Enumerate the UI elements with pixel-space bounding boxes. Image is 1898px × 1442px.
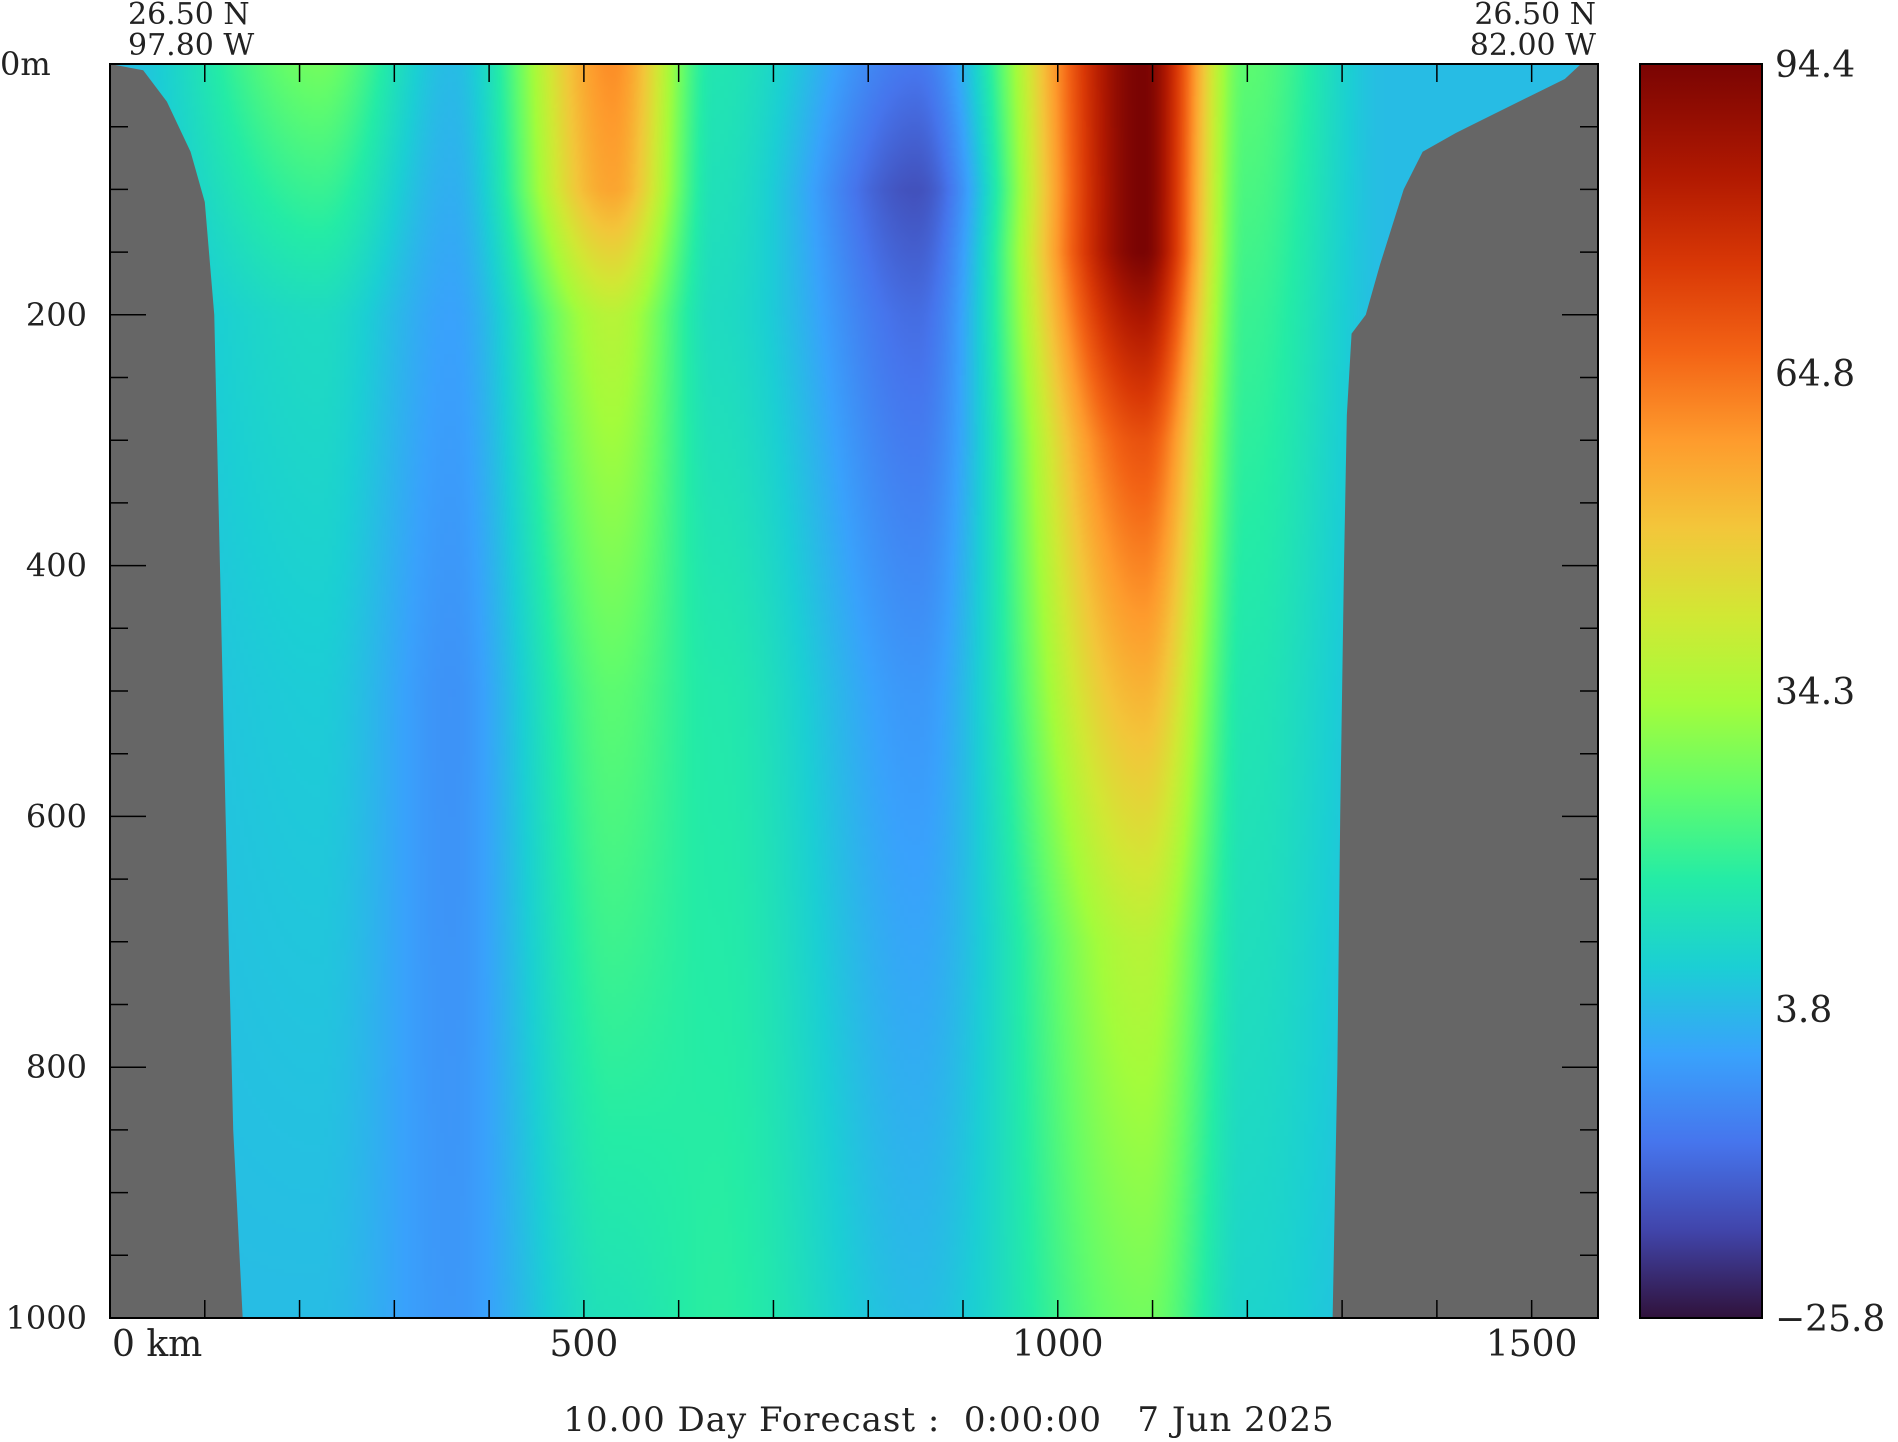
x-axis-ticks [109,64,1533,1318]
colorbar-tick-label: 64.8 [1775,354,1855,395]
right-lon-label: 82.00 W [1470,28,1596,63]
x-tick-label: 1500 [1486,1324,1578,1365]
land-mask [110,64,1598,1318]
colorbar-gradient [1639,63,1763,1319]
y-tick-label: 200 [26,296,87,334]
y-tick-label: 600 [26,797,87,835]
land-right [1332,64,1598,1318]
colorbar: 94.4 64.8 34.3 3.8 −25.8 [1639,45,1885,1340]
x-tick-label: 500 [550,1324,619,1365]
colorbar-tick-label: 34.3 [1775,672,1855,713]
y-axis-labels: 0m 200 400 600 800 1000 [0,45,87,1337]
y-tick-label: 800 [26,1048,87,1086]
land-left [110,64,243,1318]
x-tick-label: 0 km [112,1324,202,1365]
x-axis-labels: 0 km 500 1000 1500 [112,1324,1577,1365]
forecast-caption: 10.00 Day Forecast : 0:00:00 7 Jun 2025 [563,1400,1335,1440]
colorbar-tick-label: 3.8 [1775,990,1832,1031]
left-lat-label: 26.50 N [128,0,250,32]
left-lon-label: 97.80 W [128,28,254,63]
colorbar-tick-label: 94.4 [1775,45,1855,86]
colorbar-labels: 94.4 64.8 34.3 3.8 −25.8 [1775,45,1885,1340]
y-tick-label: 400 [26,547,87,585]
y-tick-label: 0m [0,45,51,83]
x-tick-label: 1000 [1012,1324,1104,1365]
plot-frame [109,63,1599,1319]
right-lat-label: 26.50 N [1474,0,1596,32]
colorbar-tick-label: −25.8 [1775,1299,1885,1340]
y-tick-label: 1000 [6,1299,87,1337]
